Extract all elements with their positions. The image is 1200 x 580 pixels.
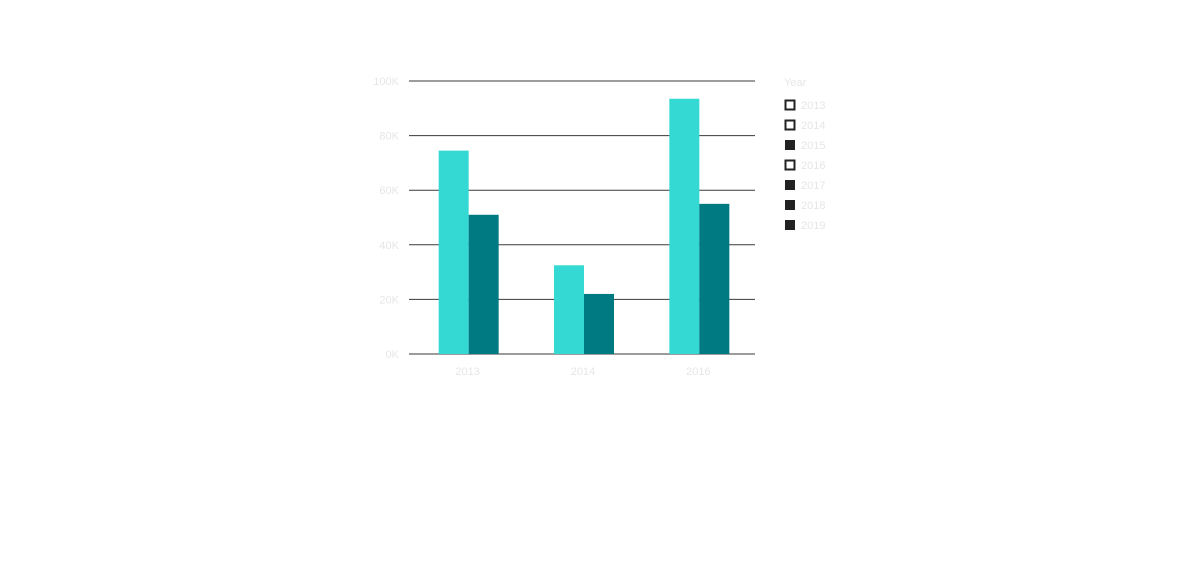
y-tick-label: 0K [386,349,400,361]
x-tick-label: 2013 [455,366,479,378]
bar-2013-series-2[interactable] [468,214,499,354]
y-tick-label: 100K [373,76,399,88]
legend-swatch-2018[interactable] [785,200,795,210]
legend-item-2016[interactable]: 2016 [801,160,825,172]
legend-swatch-2014[interactable] [784,119,796,131]
bars [438,98,730,355]
bar-2014-series-1[interactable] [554,265,584,354]
bar-2014-series-2[interactable] [584,293,614,354]
y-tick-label: 20K [379,294,399,306]
legend-swatch-2013[interactable] [784,99,796,111]
legend-item-2019[interactable]: 2019 [801,220,825,232]
x-axis-ticks: 2013 2014 2016 [455,366,710,378]
legend-item-2018[interactable]: 2018 [801,200,825,212]
legend-item-2017[interactable]: 2017 [801,180,825,192]
bar-2013-series-1[interactable] [438,150,469,354]
legend: Year 2013 2014 2015 2016 2017 2018 2019 [784,77,825,232]
legend-title: Year [784,77,807,89]
y-axis-ticks: 0K 20K 40K 60K 80K 100K [373,76,399,361]
legend-item-2015[interactable]: 2015 [801,140,825,152]
y-tick-label: 40K [379,240,399,252]
bar-2016-series-2[interactable] [699,203,730,354]
legend-swatch-2015[interactable] [785,140,795,150]
x-tick-label: 2016 [686,366,710,378]
legend-item-2014[interactable]: 2014 [801,120,825,132]
y-tick-label: 60K [379,185,399,197]
legend-item-2013[interactable]: 2013 [801,100,825,112]
legend-swatch-2016[interactable] [784,159,796,171]
y-tick-label: 80K [379,131,399,143]
bar-2016-series-1[interactable] [669,98,700,355]
x-tick-label: 2014 [571,366,595,378]
legend-swatch-2019[interactable] [785,220,795,230]
legend-swatch-2017[interactable] [785,180,795,190]
